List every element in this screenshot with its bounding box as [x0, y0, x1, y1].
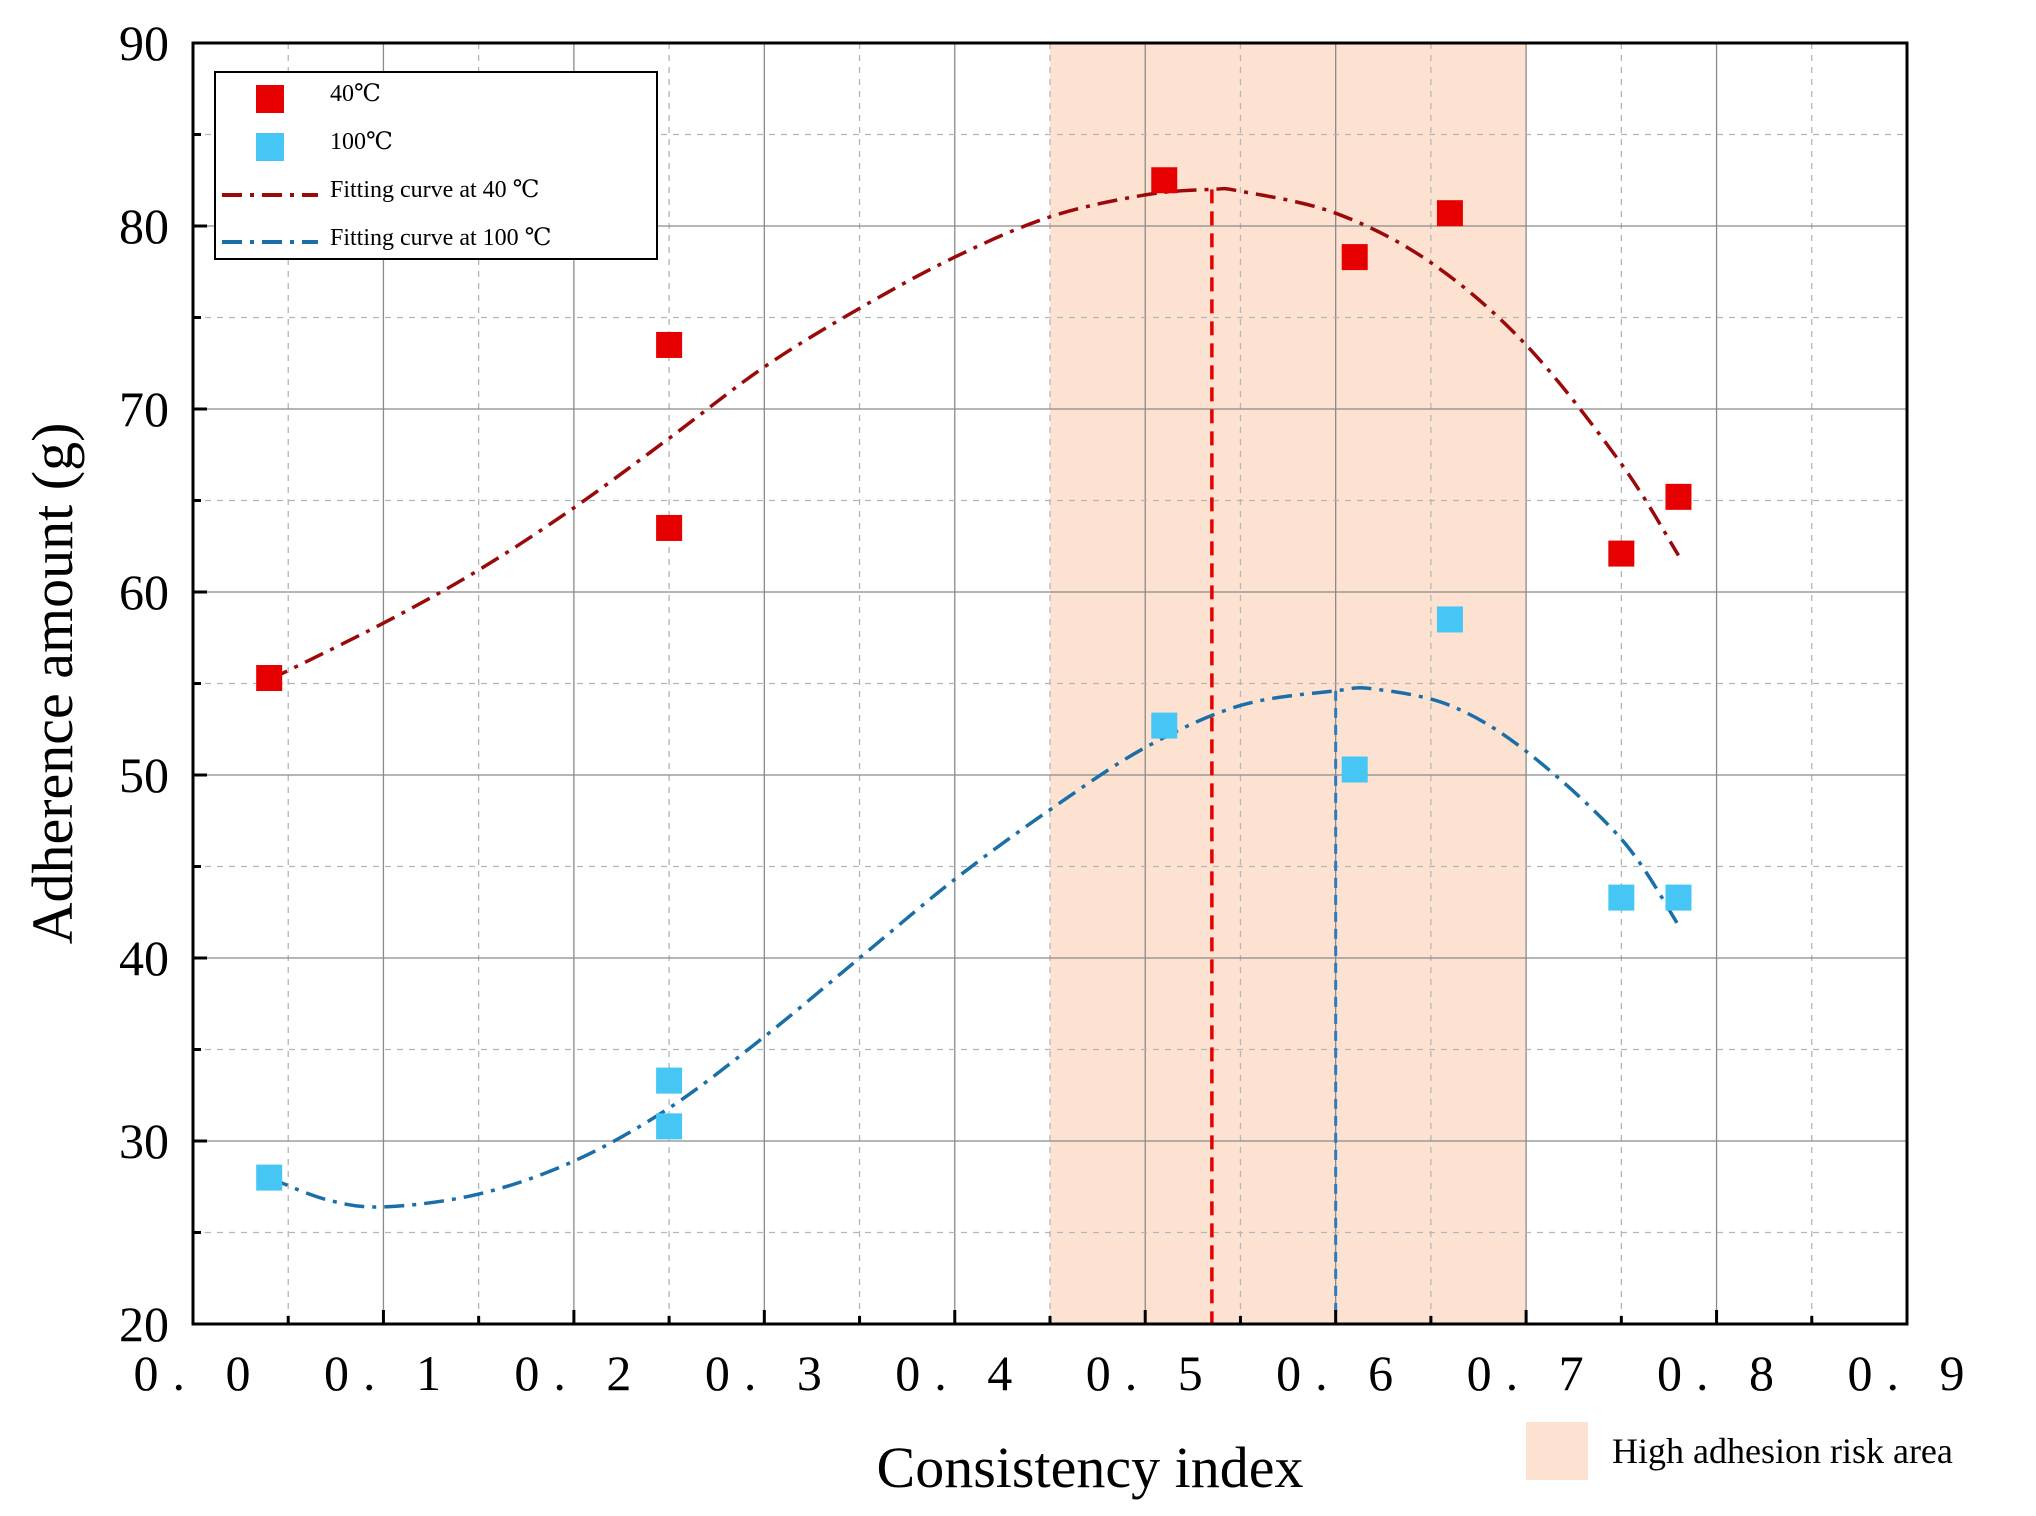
legend-label-40: 40℃ — [330, 81, 381, 107]
point-40 — [1341, 244, 1368, 271]
point-40 — [1436, 200, 1463, 227]
point-100 — [1151, 712, 1178, 739]
point-100 — [656, 1067, 683, 1094]
point-40 — [1151, 167, 1178, 194]
legend-label-fit100: Fitting curve at 100 ℃ — [330, 225, 551, 251]
point-40 — [656, 331, 683, 358]
x-tick-label: 0. 1 — [324, 1345, 455, 1401]
grid — [192, 42, 1908, 1325]
y-tick-label: 80 — [119, 198, 169, 254]
y-axis-title: Adherence amount (g) — [20, 423, 85, 945]
point-100 — [1608, 884, 1635, 911]
point-100 — [656, 1113, 683, 1140]
y-tick-label: 20 — [119, 1296, 169, 1352]
point-100 — [256, 1164, 283, 1191]
region-legend-label: High adhesion risk area — [1612, 1431, 1953, 1471]
axis-ticks — [191, 41, 1909, 1326]
x-tick-label: 0. 4 — [895, 1345, 1026, 1401]
x-tick-label: 0. 9 — [1848, 1345, 1979, 1401]
y-tick-label: 60 — [119, 564, 169, 620]
y-tick-labels: 20 30 40 50 60 70 80 90 — [119, 15, 169, 1352]
y-tick-label: 50 — [119, 747, 169, 803]
point-40 — [1608, 540, 1635, 567]
x-tick-labels: 0. 0 0. 1 0. 2 0. 3 0. 4 0. 5 0. 6 0. 7 0. 8 0. 9 — [134, 1345, 1979, 1401]
y-tick-label: 70 — [119, 381, 169, 437]
x-tick-label: 0. 6 — [1276, 1345, 1407, 1401]
data-points — [256, 167, 1692, 1191]
point-40 — [656, 514, 683, 541]
x-tick-label: 0. 2 — [514, 1345, 645, 1401]
fit-curves — [268, 186, 1680, 1209]
x-tick-label: 0. 8 — [1657, 1345, 1788, 1401]
y-tick-label: 30 — [119, 1113, 169, 1169]
point-100 — [1341, 756, 1368, 783]
fit-curve-40 — [268, 186, 1680, 682]
x-tick-label: 0. 0 — [134, 1345, 265, 1401]
x-tick-label: 0. 3 — [705, 1345, 836, 1401]
point-40 — [256, 665, 283, 692]
region-legend-swatch — [1526, 1422, 1588, 1480]
legend-label-100: 100℃ — [330, 129, 393, 155]
peak-lines — [1210, 189, 1338, 1324]
x-tick-label: 0. 5 — [1086, 1345, 1217, 1401]
y-tick-label: 90 — [119, 15, 169, 71]
legend-label-fit40: Fitting curve at 40 ℃ — [330, 177, 539, 203]
region-legend: High adhesion risk area — [1526, 1422, 1953, 1480]
point-100 — [1665, 884, 1692, 911]
legend-marker-40 — [256, 85, 284, 113]
legend-marker-100 — [256, 133, 284, 161]
legend: 40℃ 100℃ Fitting curve at 40 ℃ Fitting c… — [214, 71, 658, 260]
legend-box — [214, 71, 658, 260]
point-40 — [1665, 483, 1692, 510]
fit-curve-100 — [268, 686, 1680, 1209]
x-axis-title: Consistency index — [877, 1435, 1304, 1500]
x-tick-label: 0. 7 — [1467, 1345, 1598, 1401]
y-tick-label: 40 — [119, 930, 169, 986]
point-100 — [1436, 606, 1463, 633]
